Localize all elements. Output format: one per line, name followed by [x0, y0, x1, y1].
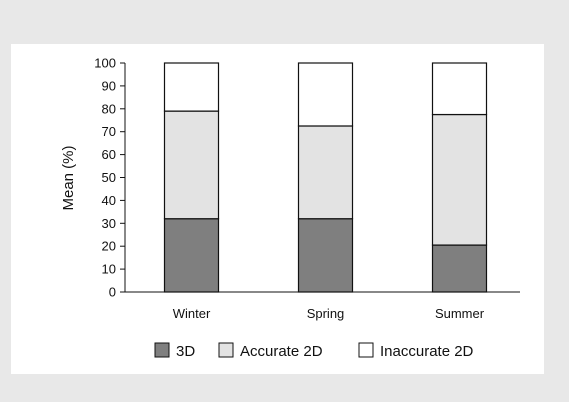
y-tick-label: 30	[102, 216, 116, 231]
legend-swatch	[154, 342, 170, 358]
bar-segment-inaccurate-2d	[163, 62, 220, 112]
y-tick-label: 60	[102, 147, 116, 162]
y-tick-label: 90	[102, 78, 116, 93]
bar-segment-inaccurate-2d	[431, 62, 488, 116]
bar-segment-inaccurate-2d	[297, 62, 354, 127]
bar-segment-3d	[297, 218, 354, 293]
bars	[163, 62, 488, 293]
x-tick-label: Spring	[307, 306, 345, 321]
legend-swatch	[358, 342, 374, 358]
legend-label: Accurate 2D	[240, 343, 323, 360]
legend: 3D Accurate 2D Inaccurate 2D	[154, 342, 474, 360]
y-tick-label: 50	[102, 170, 116, 185]
bar-segment-3d	[163, 218, 220, 293]
y-axis-title: Mean (%)	[60, 145, 77, 210]
y-tick-label: 0	[109, 285, 116, 300]
legend-label: 3D	[176, 343, 195, 360]
bar-segment-accurate-2d	[163, 110, 220, 220]
y-ticks: 0 10 20 30 40 50 60 70 80 90 100	[94, 56, 125, 300]
y-tick-label: 80	[102, 101, 116, 116]
y-tick-label: 100	[94, 56, 116, 71]
y-tick-label: 40	[102, 193, 116, 208]
y-tick-label: 20	[102, 239, 116, 254]
x-tick-labels: Winter Spring Summer	[173, 306, 485, 321]
x-tick-label: Winter	[173, 306, 211, 321]
x-tick-label: Summer	[435, 306, 485, 321]
y-tick-label: 70	[102, 124, 116, 139]
legend-label: Inaccurate 2D	[380, 343, 474, 360]
legend-swatch	[218, 342, 234, 358]
bar-segment-accurate-2d	[297, 125, 354, 220]
y-tick-label: 10	[102, 262, 116, 277]
bar-segment-3d	[431, 244, 488, 293]
bar-segment-accurate-2d	[431, 113, 488, 246]
